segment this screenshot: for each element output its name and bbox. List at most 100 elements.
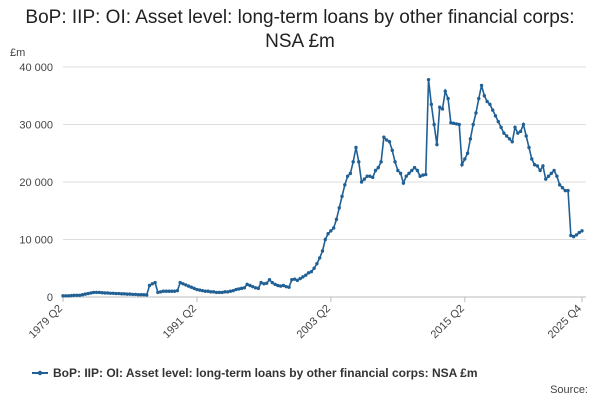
point xyxy=(237,287,241,291)
point xyxy=(541,164,545,168)
point xyxy=(329,229,333,233)
point xyxy=(251,284,255,289)
point xyxy=(122,292,127,296)
point xyxy=(407,171,411,176)
point xyxy=(454,122,459,126)
point xyxy=(287,285,291,289)
point xyxy=(295,278,300,283)
point xyxy=(368,174,372,178)
point xyxy=(72,293,76,297)
point xyxy=(181,282,185,286)
point xyxy=(83,292,88,296)
point xyxy=(557,183,562,187)
point xyxy=(387,140,392,144)
point xyxy=(270,280,274,285)
point xyxy=(318,256,322,260)
point xyxy=(161,289,166,293)
point xyxy=(198,288,202,292)
point xyxy=(563,188,567,193)
point xyxy=(203,289,208,293)
x-tick-label: 2003 Q2 xyxy=(295,303,333,341)
point xyxy=(415,168,420,173)
point xyxy=(312,266,316,270)
point xyxy=(264,281,269,285)
point xyxy=(390,148,394,153)
point xyxy=(158,290,163,294)
point xyxy=(284,284,288,289)
point xyxy=(114,291,118,296)
point xyxy=(223,290,227,294)
point xyxy=(365,174,369,178)
point xyxy=(440,107,445,111)
point xyxy=(437,105,442,109)
point xyxy=(348,171,353,176)
point xyxy=(532,163,537,167)
point xyxy=(507,137,512,141)
chart-title: BoP: IIP: OI: Asset level: long-term loa… xyxy=(25,7,575,52)
point xyxy=(491,108,495,112)
point xyxy=(172,289,177,293)
point xyxy=(211,290,216,294)
point xyxy=(91,290,96,295)
point xyxy=(424,172,428,177)
point xyxy=(460,163,464,167)
point xyxy=(544,177,548,181)
point xyxy=(569,233,573,238)
point xyxy=(178,280,182,285)
point xyxy=(499,125,503,130)
point xyxy=(382,135,386,139)
point xyxy=(345,174,350,178)
point xyxy=(214,290,219,295)
point xyxy=(527,145,531,150)
point xyxy=(574,233,579,237)
point xyxy=(139,293,143,297)
point xyxy=(142,293,146,297)
point xyxy=(555,174,559,178)
point xyxy=(373,168,378,173)
point xyxy=(577,230,581,235)
point xyxy=(69,293,74,298)
point xyxy=(66,294,71,298)
y-tick-label: 10 000 xyxy=(19,235,53,247)
point xyxy=(580,229,584,233)
point xyxy=(147,283,152,288)
point xyxy=(504,134,509,138)
point xyxy=(86,291,90,296)
point xyxy=(326,232,330,236)
point xyxy=(393,160,397,164)
point xyxy=(560,186,565,190)
point xyxy=(248,283,252,288)
point xyxy=(186,284,191,288)
point xyxy=(479,83,484,88)
point xyxy=(354,145,358,150)
point xyxy=(351,160,355,164)
point xyxy=(376,165,381,170)
point xyxy=(485,99,489,104)
point xyxy=(131,292,135,297)
point xyxy=(315,261,319,266)
point xyxy=(410,168,414,173)
y-unit: £m xyxy=(10,47,25,59)
point xyxy=(108,291,113,295)
point xyxy=(111,291,115,295)
point xyxy=(530,157,534,161)
point xyxy=(256,286,261,291)
point xyxy=(309,270,314,274)
point xyxy=(502,131,506,135)
point xyxy=(253,286,258,290)
point xyxy=(234,287,238,292)
point xyxy=(362,177,367,181)
point xyxy=(404,174,408,178)
y-tick-label: 20 000 xyxy=(19,177,53,189)
point xyxy=(301,275,305,279)
point xyxy=(340,194,344,199)
point xyxy=(239,286,244,291)
point xyxy=(105,291,110,295)
point xyxy=(94,290,99,295)
point xyxy=(496,119,500,124)
point xyxy=(412,165,417,170)
point xyxy=(435,142,439,147)
point xyxy=(150,282,154,286)
point xyxy=(323,237,327,242)
point xyxy=(371,175,375,180)
